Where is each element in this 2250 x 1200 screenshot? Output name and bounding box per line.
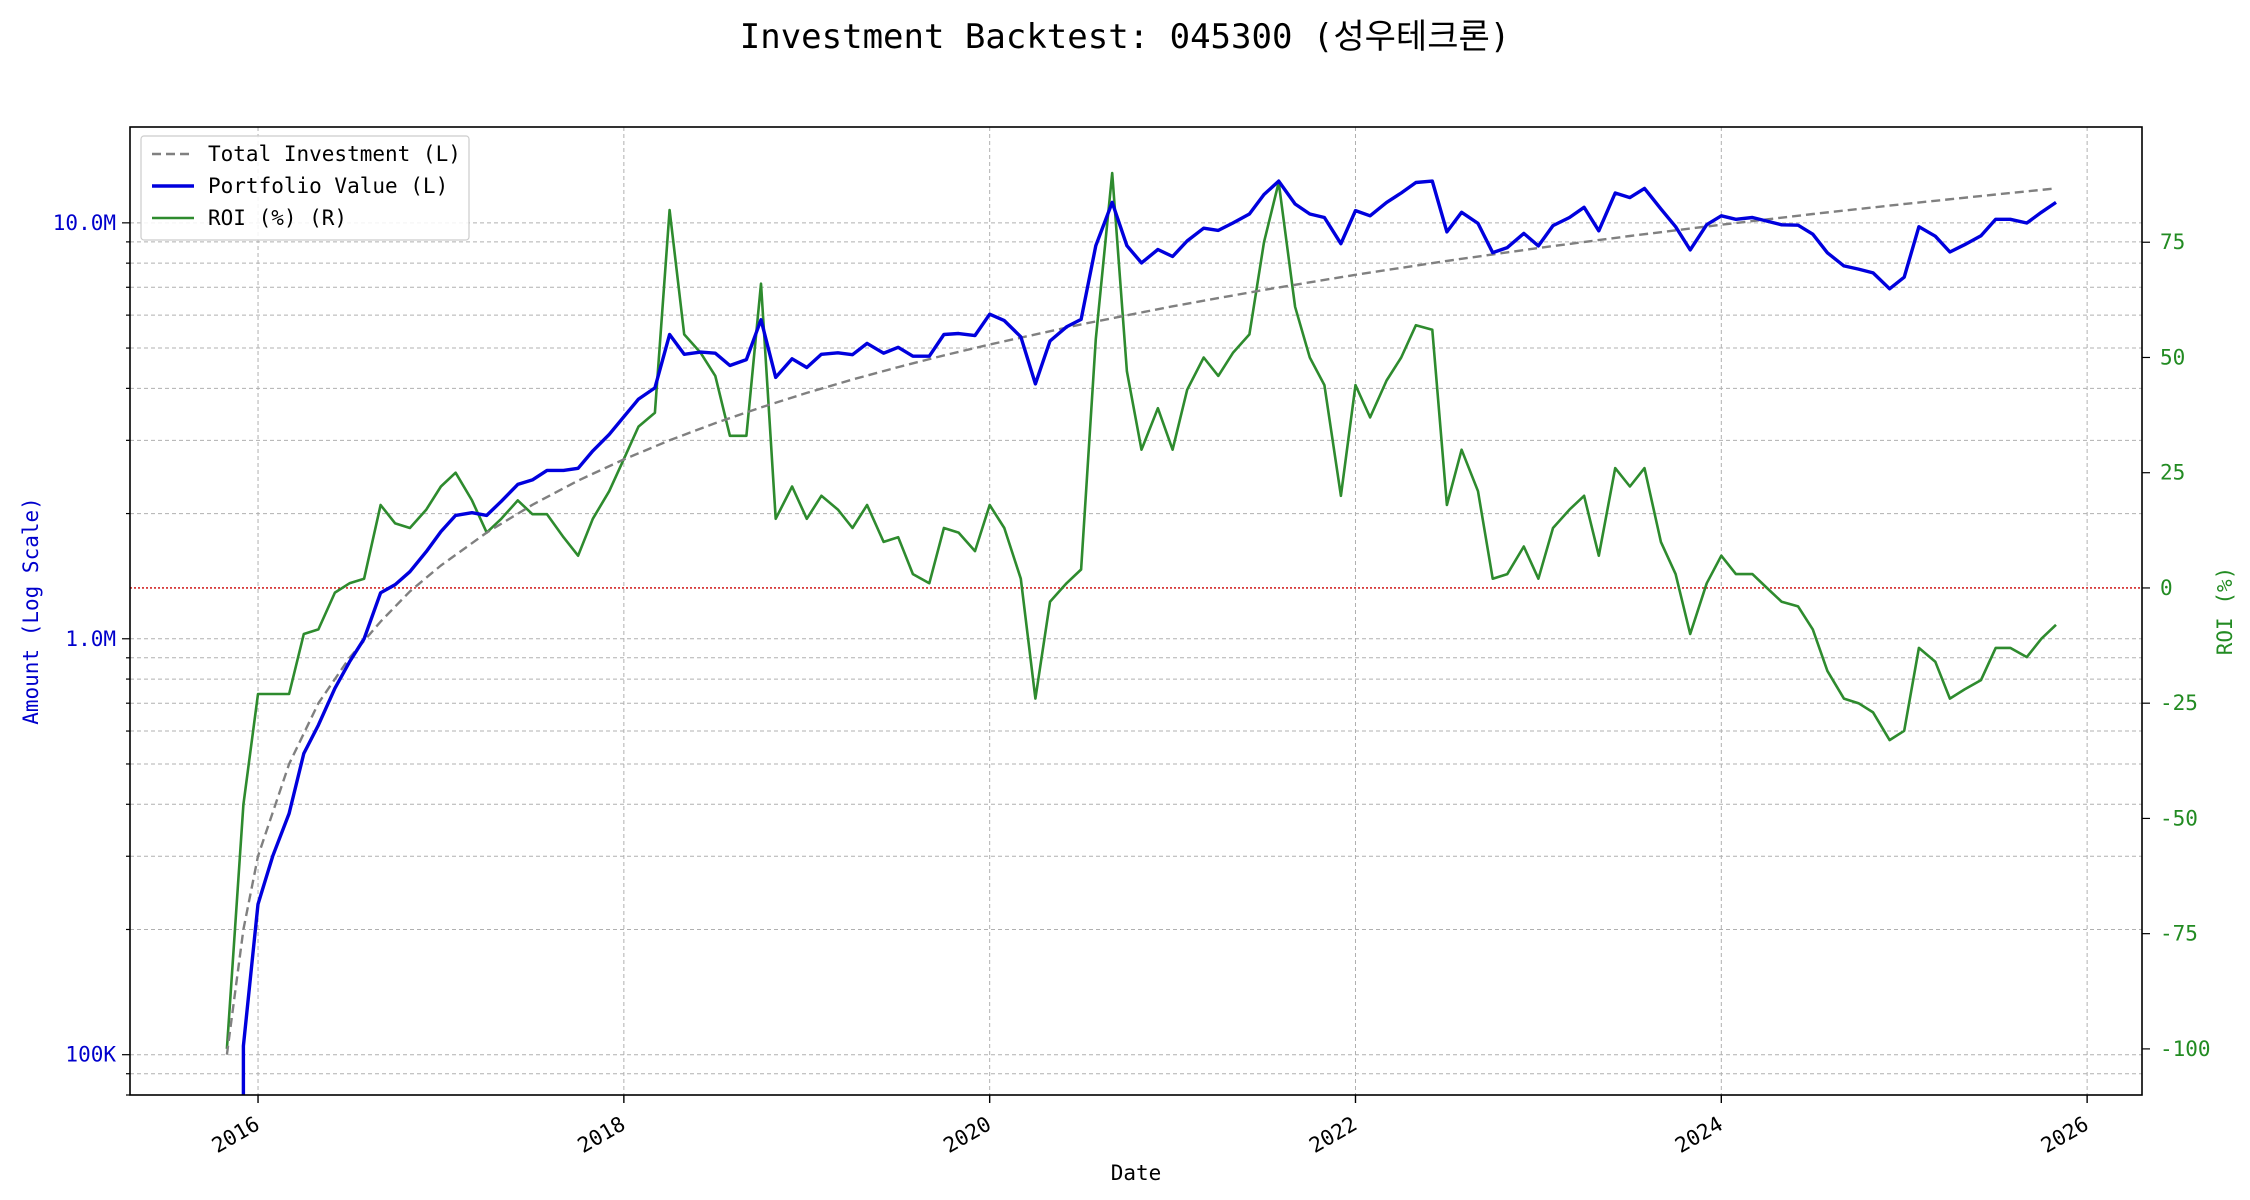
right-tick-label: -100 xyxy=(2160,1037,2211,1061)
legend-label: Total Investment (L) xyxy=(208,142,461,166)
x-tick-label: 2026 xyxy=(2037,1112,2093,1158)
x-tick-label: 2024 xyxy=(1671,1112,1727,1158)
legend: Total Investment (L) Portfolio Value (L) R… xyxy=(140,135,470,241)
right-axis-label: ROI (%) xyxy=(2213,567,2237,656)
left-axis-label: Amount (Log Scale) xyxy=(19,497,43,725)
chart-title: Investment Backtest: 045300 (성우테크론) xyxy=(740,17,1511,57)
left-tick-label: 10.0M xyxy=(53,211,116,235)
right-axis-ticks: -100 -75 -50 -25 0 25 50 75 xyxy=(2142,230,2211,1061)
x-tick-label: 2022 xyxy=(1305,1112,1361,1158)
x-axis-label: Date xyxy=(1111,1161,1162,1185)
legend-label: ROI (%) (R) xyxy=(208,206,347,230)
series-line-roi xyxy=(225,171,2057,1049)
left-tick-label: 1.0M xyxy=(65,627,116,651)
right-tick-label: -50 xyxy=(2160,806,2198,830)
right-tick-label: 75 xyxy=(2160,230,2185,254)
left-tick-label: 100K xyxy=(65,1043,116,1067)
series-layer xyxy=(225,171,2057,1095)
right-tick-label: 0 xyxy=(2160,576,2173,600)
x-tick-label: 2020 xyxy=(939,1112,995,1158)
right-tick-label: -25 xyxy=(2160,691,2198,715)
series-line-portfolio-value xyxy=(241,179,2057,1095)
left-axis-ticks: 100K 1.0M 10.0M xyxy=(53,211,130,1096)
right-tick-label: 50 xyxy=(2160,345,2185,369)
x-axis-ticks: 2016 2018 2020 2022 2024 2026 xyxy=(208,1095,2093,1158)
series-line-total-investment xyxy=(225,187,2057,1055)
right-tick-label: -75 xyxy=(2160,922,2198,946)
x-tick-label: 2016 xyxy=(208,1112,264,1158)
x-tick-label: 2018 xyxy=(574,1112,630,1158)
plot-frame xyxy=(129,126,2143,1096)
legend-label: Portfolio Value (L) xyxy=(208,174,448,198)
legend-box xyxy=(140,135,470,241)
grid xyxy=(130,127,2142,1096)
right-tick-label: 25 xyxy=(2160,461,2185,485)
